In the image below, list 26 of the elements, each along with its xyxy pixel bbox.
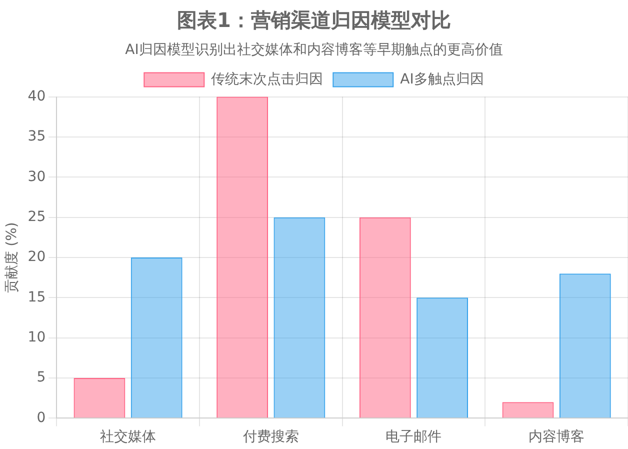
legend-label: AI多触点归因: [400, 71, 484, 88]
y-tick-label: 30: [28, 168, 46, 185]
y-tick-label: 0: [36, 410, 46, 426]
bar: [502, 402, 554, 418]
chart-subtitle: AI归因模型识别出社交媒体和内容博客等早期触点的更高价值: [125, 42, 503, 58]
bar: [130, 258, 182, 418]
x-tick-label: 电子邮件: [386, 429, 442, 446]
x-tick-label: 内容博客: [528, 429, 585, 446]
bar: [74, 378, 126, 418]
bar: [216, 96, 268, 418]
y-tick-label: 25: [28, 208, 46, 225]
bar: [416, 298, 468, 418]
bar: [274, 217, 326, 418]
y-tick-label: 10: [28, 329, 46, 346]
y-axis-title: 贡献度 (%): [4, 222, 20, 293]
y-tick-label: 15: [28, 289, 46, 306]
chart-title: 图表1：营销渠道归因模型对比: [177, 8, 451, 32]
bar: [559, 274, 611, 418]
bar: [359, 217, 411, 418]
x-tick-label: 社交媒体: [100, 429, 156, 446]
y-tick-label: 40: [28, 88, 46, 104]
y-tick-label: 35: [28, 128, 46, 145]
y-tick-label: 20: [28, 249, 46, 266]
x-tick-label: 付费搜索: [242, 429, 299, 446]
legend-label: 传统末次点击归因: [211, 71, 324, 88]
y-tick-label: 5: [36, 370, 46, 386]
